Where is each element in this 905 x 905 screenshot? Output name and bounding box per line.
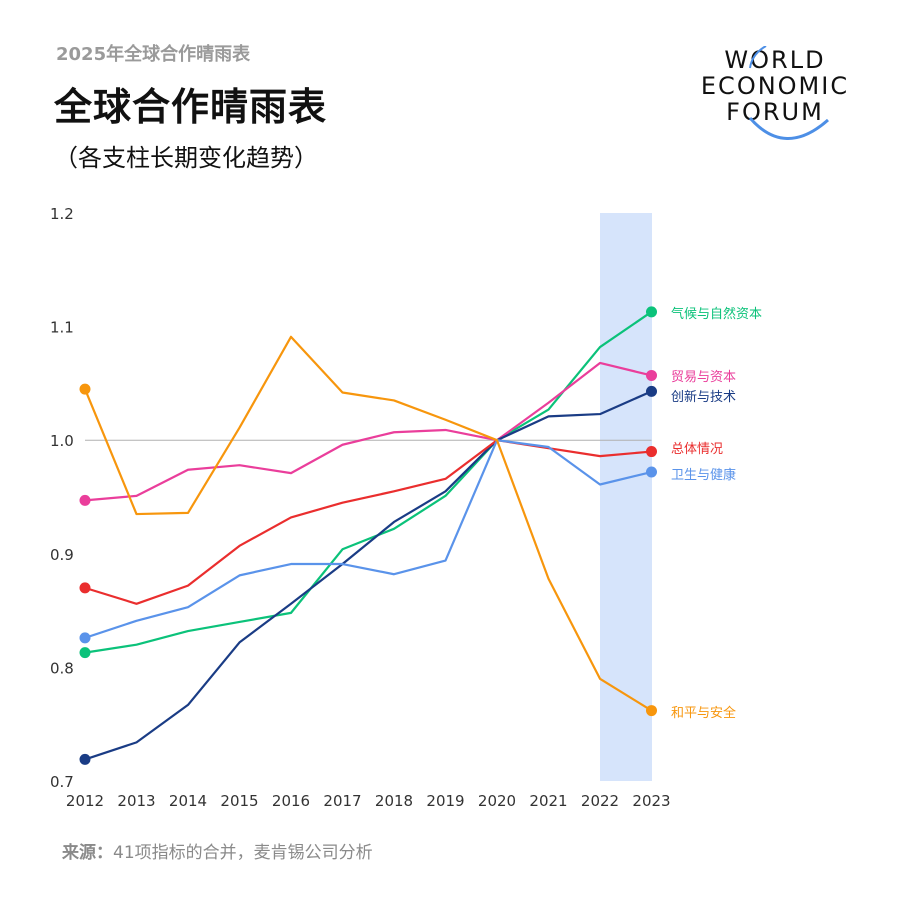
series-end-point bbox=[646, 446, 657, 458]
series-line bbox=[83, 335, 653, 712]
series-end-point bbox=[646, 705, 657, 717]
series-start-point bbox=[79, 582, 91, 594]
wef-logo: WORLD ECONOMIC FORUM bbox=[690, 46, 860, 146]
source-note: 来源：41项指标的合并，麦肯锡公司分析 bbox=[62, 838, 373, 863]
series-end-point bbox=[646, 369, 657, 381]
series-start-point bbox=[79, 647, 91, 659]
x-tick-label: 2012 bbox=[66, 792, 104, 810]
x-tick-label: 2013 bbox=[117, 792, 155, 810]
y-tick-label: 0.8 bbox=[50, 659, 74, 677]
x-tick-label: 2020 bbox=[478, 792, 516, 810]
logo-line-economic: ECONOMIC bbox=[700, 72, 850, 100]
x-tick-label: 2022 bbox=[581, 792, 619, 810]
series-end-point bbox=[646, 466, 657, 478]
y-tick-label: 1.0 bbox=[50, 432, 74, 450]
series-start-point bbox=[79, 383, 91, 395]
series-line bbox=[84, 439, 652, 639]
logo-line-forum: FORUM bbox=[726, 98, 824, 126]
series-start-point bbox=[79, 494, 91, 506]
series-label: 贸易与资本 bbox=[671, 370, 736, 385]
series-end-point bbox=[646, 385, 657, 397]
series-label: 气候与自然资本 bbox=[671, 306, 762, 322]
chart-subtitle: （各支柱长期变化趋势） bbox=[54, 144, 318, 172]
y-tick-label: 1.2 bbox=[50, 205, 74, 223]
chart-title: 全球合作晴雨表 bbox=[54, 85, 328, 129]
series-label: 总体情况 bbox=[671, 442, 723, 457]
source-label: 来源： bbox=[62, 843, 113, 863]
y-tick-label: 0.9 bbox=[50, 546, 74, 564]
highlight-band bbox=[600, 213, 652, 781]
x-tick-label: 2019 bbox=[426, 792, 464, 810]
x-tick-label: 2014 bbox=[169, 792, 207, 810]
series-line bbox=[84, 310, 653, 654]
chart-kicker: 2025年全球合作晴雨表 bbox=[56, 44, 251, 65]
wef-arc-icon bbox=[748, 46, 829, 140]
source-text: 41项指标的合并，麦肯锡公司分析 bbox=[113, 843, 373, 863]
series-start-point bbox=[79, 753, 91, 765]
x-tick-label: 2018 bbox=[375, 792, 413, 810]
logo-line-world: WORLD bbox=[724, 46, 826, 74]
y-tick-label: 1.1 bbox=[50, 319, 74, 337]
x-tick-label: 2021 bbox=[529, 792, 567, 810]
series-line bbox=[84, 361, 652, 502]
x-tick-label: 2023 bbox=[632, 792, 670, 810]
x-tick-label: 2015 bbox=[220, 792, 258, 810]
x-tick-label: 2016 bbox=[272, 792, 310, 810]
series-label: 创新与技术 bbox=[671, 389, 736, 405]
series-start-point bbox=[79, 632, 91, 644]
y-tick-label: 0.7 bbox=[50, 773, 74, 791]
series-end-point bbox=[646, 306, 657, 318]
series-line bbox=[84, 439, 652, 605]
series-line bbox=[84, 390, 652, 761]
series-label: 卫生与健康 bbox=[671, 467, 736, 483]
series-label: 和平与安全 bbox=[671, 705, 736, 721]
x-tick-label: 2017 bbox=[323, 792, 361, 810]
